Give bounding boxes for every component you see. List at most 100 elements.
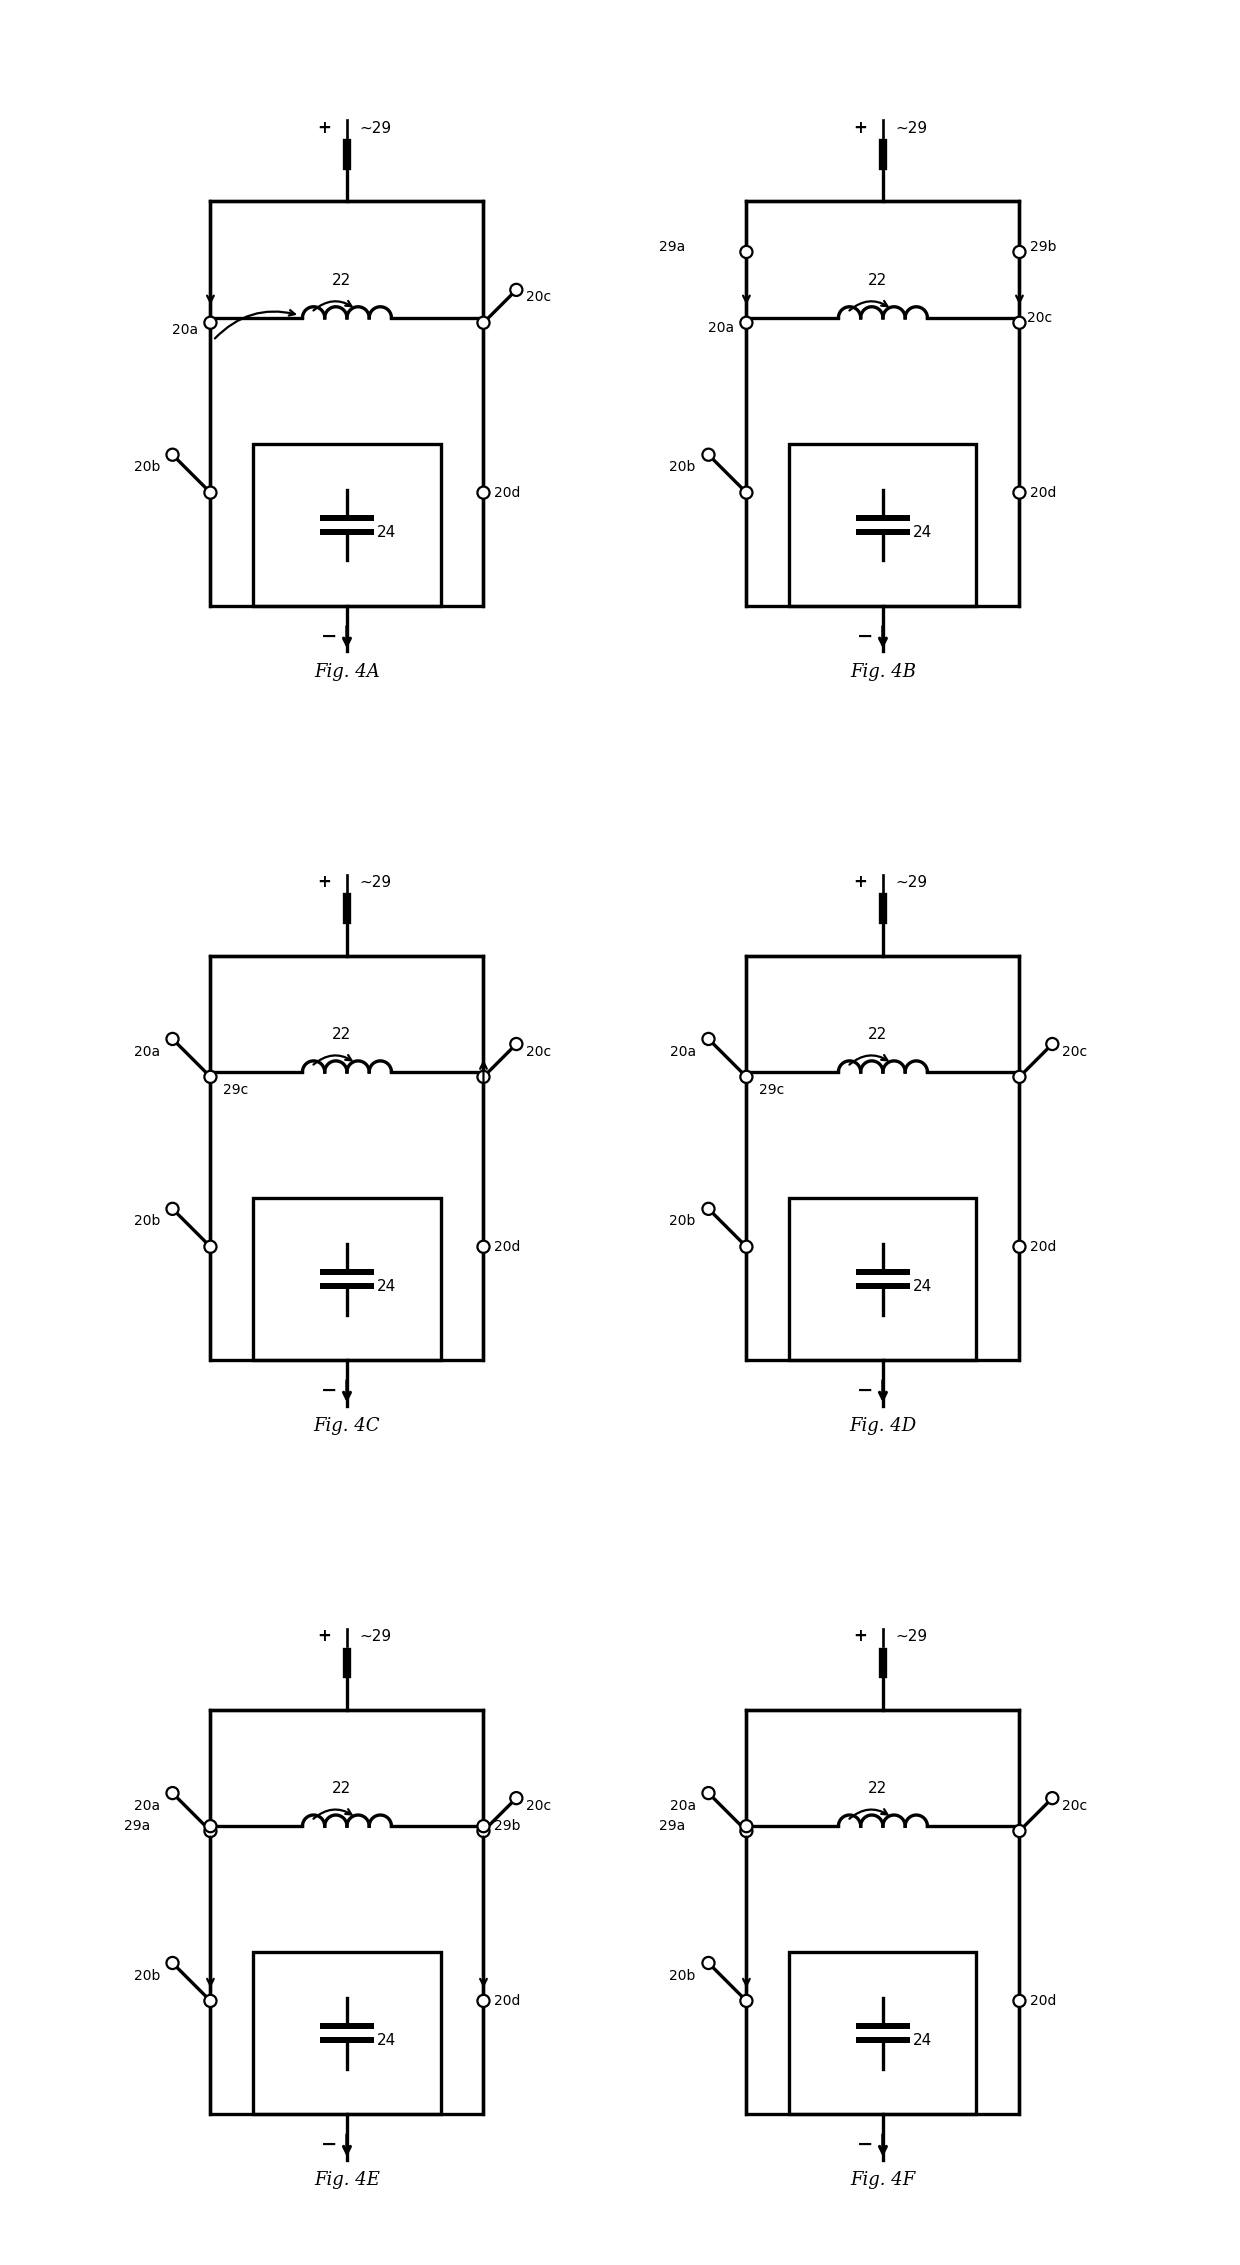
Bar — [253, 1952, 440, 2113]
Text: 20b: 20b — [670, 1968, 696, 1982]
Text: +: + — [853, 1626, 867, 1644]
Circle shape — [205, 1995, 217, 2007]
Text: 22: 22 — [868, 1780, 888, 1796]
Text: ~29: ~29 — [360, 120, 392, 136]
Circle shape — [477, 317, 490, 328]
Text: 20a: 20a — [134, 1044, 160, 1058]
Text: +: + — [853, 874, 867, 890]
Circle shape — [1013, 1995, 1025, 2007]
Text: +: + — [317, 120, 331, 138]
Text: ~29: ~29 — [360, 874, 392, 890]
Text: 24: 24 — [914, 1280, 932, 1293]
Text: 20b: 20b — [670, 1214, 696, 1228]
Text: Fig. 4E: Fig. 4E — [314, 2170, 379, 2188]
Bar — [790, 1198, 976, 1359]
Circle shape — [702, 1033, 714, 1044]
Text: 24: 24 — [914, 2034, 932, 2048]
Circle shape — [702, 448, 714, 460]
Text: +: + — [853, 120, 867, 138]
Circle shape — [1013, 1071, 1025, 1083]
Text: 20a: 20a — [670, 1044, 696, 1058]
Text: −: − — [321, 2136, 337, 2154]
Circle shape — [1047, 1037, 1059, 1051]
Circle shape — [740, 1826, 753, 1837]
Bar — [746, 1710, 1019, 2113]
Bar — [211, 1710, 484, 2113]
Bar — [790, 444, 976, 607]
Circle shape — [740, 1821, 753, 1832]
Text: 22: 22 — [332, 1026, 351, 1042]
Text: 20c: 20c — [1027, 310, 1053, 324]
Circle shape — [477, 487, 490, 498]
Text: 20a: 20a — [708, 322, 734, 335]
Circle shape — [740, 1995, 753, 2007]
Bar — [211, 956, 484, 1359]
Circle shape — [166, 1203, 179, 1214]
Circle shape — [511, 283, 522, 297]
Text: 20a: 20a — [134, 1798, 160, 1812]
Text: 29a: 29a — [660, 240, 686, 254]
Text: 20b: 20b — [134, 1214, 160, 1228]
Text: ~29: ~29 — [360, 1629, 392, 1644]
Bar — [253, 444, 440, 607]
Text: 24: 24 — [377, 1280, 397, 1293]
Text: −: − — [321, 1382, 337, 1400]
Circle shape — [702, 1203, 714, 1214]
Bar — [746, 956, 1019, 1359]
Circle shape — [702, 1957, 714, 1968]
Circle shape — [205, 317, 217, 328]
Circle shape — [1013, 317, 1025, 328]
Text: 29a: 29a — [124, 1819, 150, 1832]
Text: Fig. 4C: Fig. 4C — [314, 1418, 381, 1434]
Text: 20a: 20a — [670, 1798, 696, 1812]
Text: 24: 24 — [377, 525, 397, 539]
Circle shape — [1013, 1826, 1025, 1837]
Text: 20d: 20d — [1029, 1993, 1056, 2007]
Text: 22: 22 — [332, 1780, 351, 1796]
Circle shape — [166, 448, 179, 460]
Text: −: − — [857, 627, 873, 646]
Circle shape — [166, 1787, 179, 1798]
Text: 20d: 20d — [494, 1239, 520, 1255]
Text: 20b: 20b — [134, 1968, 160, 1982]
Text: 20d: 20d — [1029, 485, 1056, 501]
Circle shape — [477, 1071, 490, 1083]
Text: 29c: 29c — [759, 1083, 784, 1096]
Circle shape — [1013, 247, 1025, 258]
Bar — [211, 202, 484, 607]
Circle shape — [740, 487, 753, 498]
Circle shape — [477, 1995, 490, 2007]
Text: Fig. 4D: Fig. 4D — [849, 1418, 916, 1434]
Text: +: + — [317, 874, 331, 890]
Circle shape — [166, 1957, 179, 1968]
Circle shape — [205, 1241, 217, 1253]
Text: 20b: 20b — [670, 460, 696, 473]
Text: 22: 22 — [868, 1026, 888, 1042]
Text: 29a: 29a — [660, 1819, 686, 1832]
Text: 20c: 20c — [1063, 1798, 1087, 1812]
Text: 20d: 20d — [1029, 1239, 1056, 1255]
Text: −: − — [857, 1382, 873, 1400]
Text: ~29: ~29 — [895, 874, 928, 890]
Text: ~29: ~29 — [895, 120, 928, 136]
Text: 29b: 29b — [494, 1819, 520, 1832]
Circle shape — [702, 1787, 714, 1798]
Text: 24: 24 — [914, 525, 932, 539]
Text: 20c: 20c — [527, 1044, 552, 1058]
Circle shape — [740, 317, 753, 328]
Circle shape — [740, 1241, 753, 1253]
Text: +: + — [317, 1626, 331, 1644]
Text: 20a: 20a — [171, 324, 198, 337]
Text: Fig. 4A: Fig. 4A — [314, 664, 379, 682]
Circle shape — [205, 1826, 217, 1837]
Circle shape — [1013, 487, 1025, 498]
Circle shape — [1013, 1241, 1025, 1253]
Text: 29b: 29b — [1029, 240, 1056, 254]
Circle shape — [205, 487, 217, 498]
Circle shape — [740, 247, 753, 258]
Text: 20d: 20d — [494, 1993, 520, 2007]
Circle shape — [477, 1821, 490, 1832]
Circle shape — [511, 1037, 522, 1051]
Circle shape — [740, 1071, 753, 1083]
Bar — [746, 202, 1019, 607]
